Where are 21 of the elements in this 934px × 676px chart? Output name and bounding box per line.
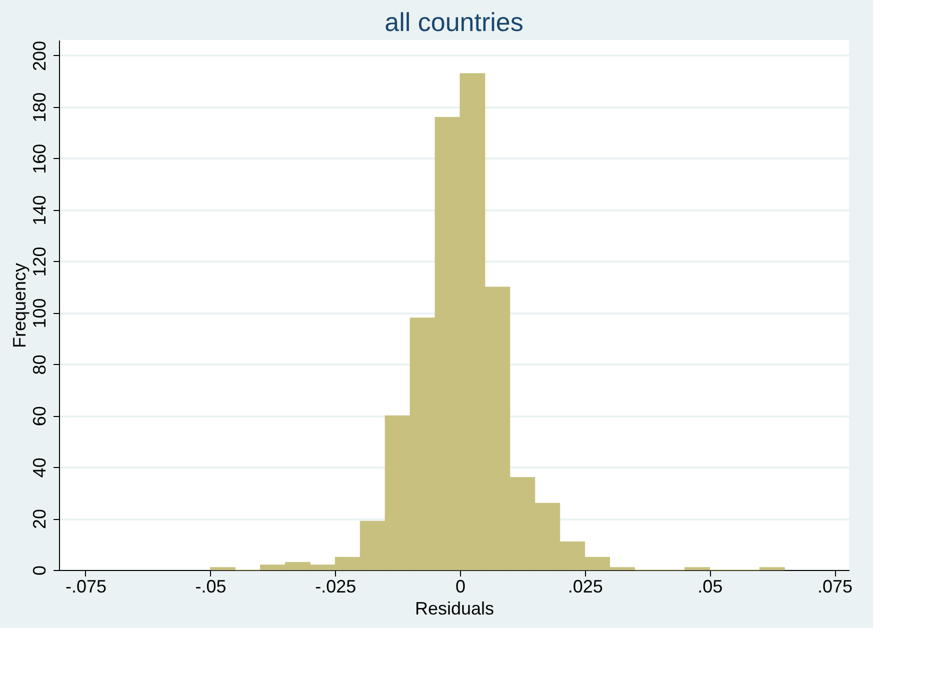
x-tick-label: .05 [698, 576, 723, 596]
y-tick-label: 80 [30, 354, 50, 375]
y-axis-title: Frequency [10, 262, 30, 348]
y-tick-label: 160 [30, 144, 50, 174]
x-tick-label: -.05 [195, 576, 226, 596]
x-tick-label: .025 [568, 576, 603, 596]
y-tick-label: 120 [30, 246, 50, 277]
x-tick-label: -.075 [65, 576, 106, 596]
x-tick-label: .075 [817, 576, 853, 596]
y-tick-label: 140 [30, 195, 50, 226]
chart-title: all countries [384, 7, 524, 37]
x-tick-label: -.025 [315, 576, 356, 596]
y-tick-label: 100 [30, 298, 50, 328]
y-tick-label: 60 [30, 406, 50, 426]
y-tick-label: 20 [30, 509, 50, 530]
y-tick-label: 40 [30, 458, 50, 478]
x-axis-title: Residuals [414, 598, 494, 618]
y-tick-label: 200 [30, 40, 50, 71]
y-tick-label: 0 [30, 565, 50, 576]
x-tick-label: 0 [455, 576, 466, 596]
y-tick-label: 180 [30, 92, 50, 122]
